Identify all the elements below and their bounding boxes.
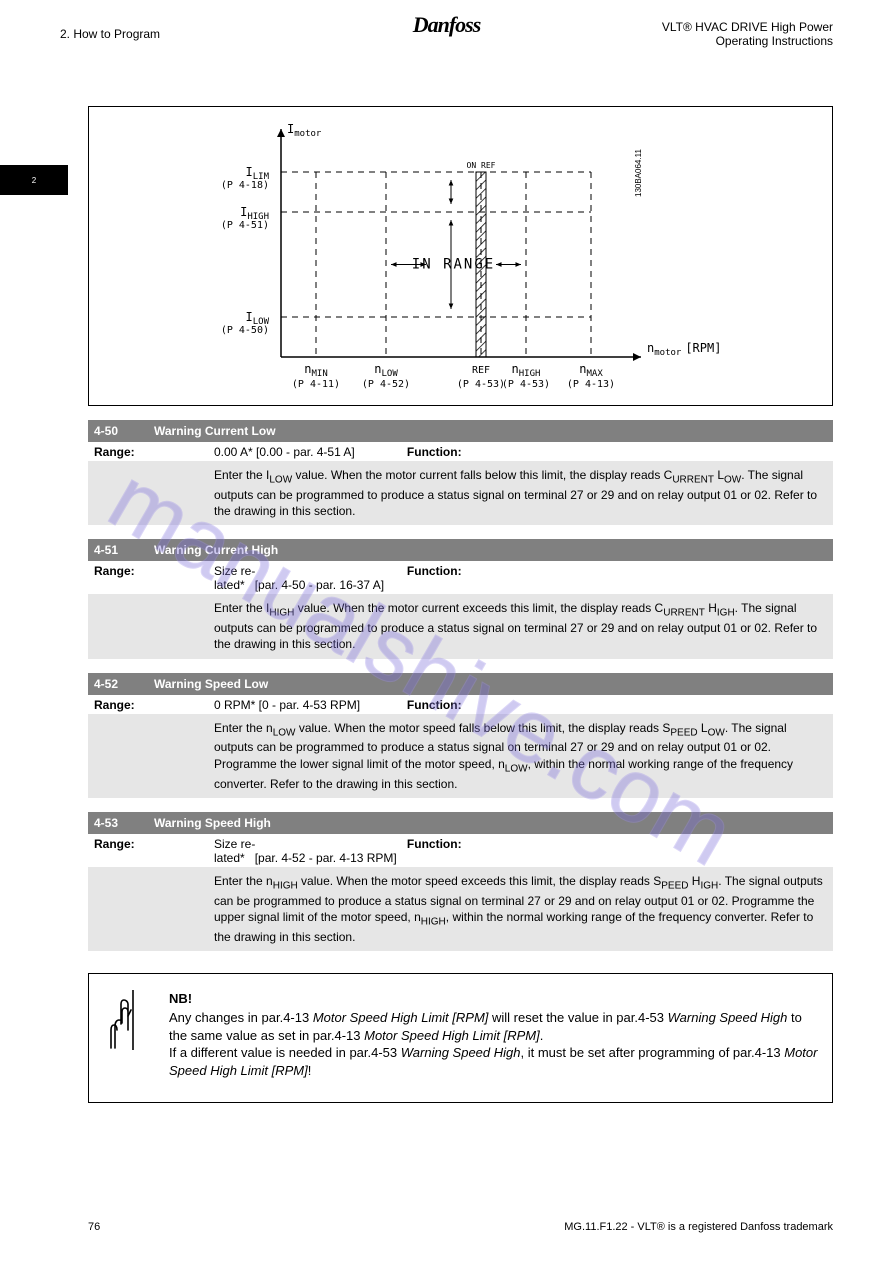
function-label: Function: [407,445,557,459]
function-label: Function: [407,698,557,712]
parameters-container: 4-50Warning Current LowRange:0.00 A* [0.… [88,420,833,951]
svg-text:(P 4-52): (P 4-52) [361,379,409,390]
param-range-row: Range:Size re-lated* [par. 4-52 - par. 4… [88,834,833,867]
range-value: Size re-lated* [par. 4-52 - par. 4-13 RP… [214,837,407,865]
param-number: 4-51 [94,543,154,557]
attention-hand-icon [103,990,151,1053]
function-body: Enter the IHIGH value. When the motor cu… [214,600,827,652]
param-header: 4-51Warning Current High [88,539,833,561]
footer-page: 76 [88,1221,100,1233]
chart-frame: Imotornmotor[RPM]130BA064.11ILIM(P 4-18)… [88,106,833,406]
svg-text:(P 4-53): (P 4-53) [456,379,504,390]
range-label: Range: [94,837,214,865]
svg-text:nMAX: nMAX [579,362,603,379]
range-value: Size re-lated* [par. 4-50 - par. 16-37 A… [214,564,407,592]
section-tab: 2 [0,165,68,195]
param-name: Warning Current High [154,543,827,557]
note-text: NB! Any changes in par.4-13 Motor Speed … [169,990,818,1080]
param-range-row: Range:0 RPM* [0 - par. 4-53 RPM]Function… [88,695,833,714]
function-block: Enter the nHIGH value. When the motor sp… [88,867,833,951]
param-name: Warning Current Low [154,424,827,438]
note-line-1: Any changes in par.4-13 Motor Speed High… [169,1009,818,1044]
param-range-row: Range:0.00 A* [0.00 - par. 4-51 A]Functi… [88,442,833,461]
range-label: Range: [94,698,214,712]
range-label: Range: [94,564,214,592]
svg-text:nmotor[RPM]: nmotor[RPM] [647,341,721,358]
note-box: NB! Any changes in par.4-13 Motor Speed … [88,973,833,1103]
function-body: Enter the ILOW value. When the motor cur… [214,467,827,519]
param-number: 4-53 [94,816,154,830]
svg-text:REF: REF [471,365,489,376]
footer-doc: MG.11.F1.22 - VLT® is a registered Danfo… [564,1221,833,1233]
page-header: 2. How to Program Danfoss VLT® HVAC DRIV… [0,0,893,56]
header-left: 2. How to Program [60,27,160,41]
function-block: Enter the nLOW value. When the motor spe… [88,714,833,798]
svg-text:130BA064.11: 130BA064.11 [634,149,643,197]
svg-text:(P 4-11): (P 4-11) [291,379,339,390]
svg-text:Imotor: Imotor [287,122,322,139]
function-block: Enter the ILOW value. When the motor cur… [88,461,833,525]
svg-text:nMIN: nMIN [304,362,328,379]
svg-text:(P 4-51): (P 4-51) [220,220,268,231]
range-value: 0 RPM* [0 - par. 4-53 RPM] [214,698,407,712]
param-range-row: Range:Size re-lated* [par. 4-50 - par. 1… [88,561,833,594]
param-name: Warning Speed Low [154,677,827,691]
range-value: 0.00 A* [0.00 - par. 4-51 A] [214,445,407,459]
svg-text:(P 4-18): (P 4-18) [220,180,268,191]
param-number: 4-50 [94,424,154,438]
header-right-1: VLT® HVAC DRIVE High Power [662,20,833,34]
header-right: VLT® HVAC DRIVE High Power Operating Ins… [662,20,833,48]
param-header: 4-52Warning Speed Low [88,673,833,695]
svg-text:ON REF: ON REF [466,161,495,170]
svg-text:(P 4-13): (P 4-13) [566,379,614,390]
svg-text:(P 4-50): (P 4-50) [220,325,268,336]
param-header: 4-50Warning Current Low [88,420,833,442]
function-body: Enter the nLOW value. When the motor spe… [214,720,827,792]
function-label: Function: [407,564,557,592]
header-right-2: Operating Instructions [662,34,833,48]
note-line-2: If a different value is needed in par.4-… [169,1044,818,1079]
param-number: 4-52 [94,677,154,691]
svg-text:nLOW: nLOW [374,362,398,379]
svg-text:nHIGH: nHIGH [511,362,540,379]
param-header: 4-53Warning Speed High [88,812,833,834]
range-label: Range: [94,445,214,459]
note-title: NB! [169,990,818,1008]
function-label: Function: [407,837,557,865]
function-block: Enter the IHIGH value. When the motor cu… [88,594,833,658]
svg-text:(P 4-53): (P 4-53) [501,379,549,390]
page-footer: 76 MG.11.F1.22 - VLT® is a registered Da… [0,1221,893,1233]
page-content: Imotornmotor[RPM]130BA064.11ILIM(P 4-18)… [0,106,893,1103]
brand-logo: Danfoss [413,12,481,38]
param-name: Warning Speed High [154,816,827,830]
chart-svg: Imotornmotor[RPM]130BA064.11ILIM(P 4-18)… [141,117,781,397]
function-body: Enter the nHIGH value. When the motor sp… [214,873,827,945]
